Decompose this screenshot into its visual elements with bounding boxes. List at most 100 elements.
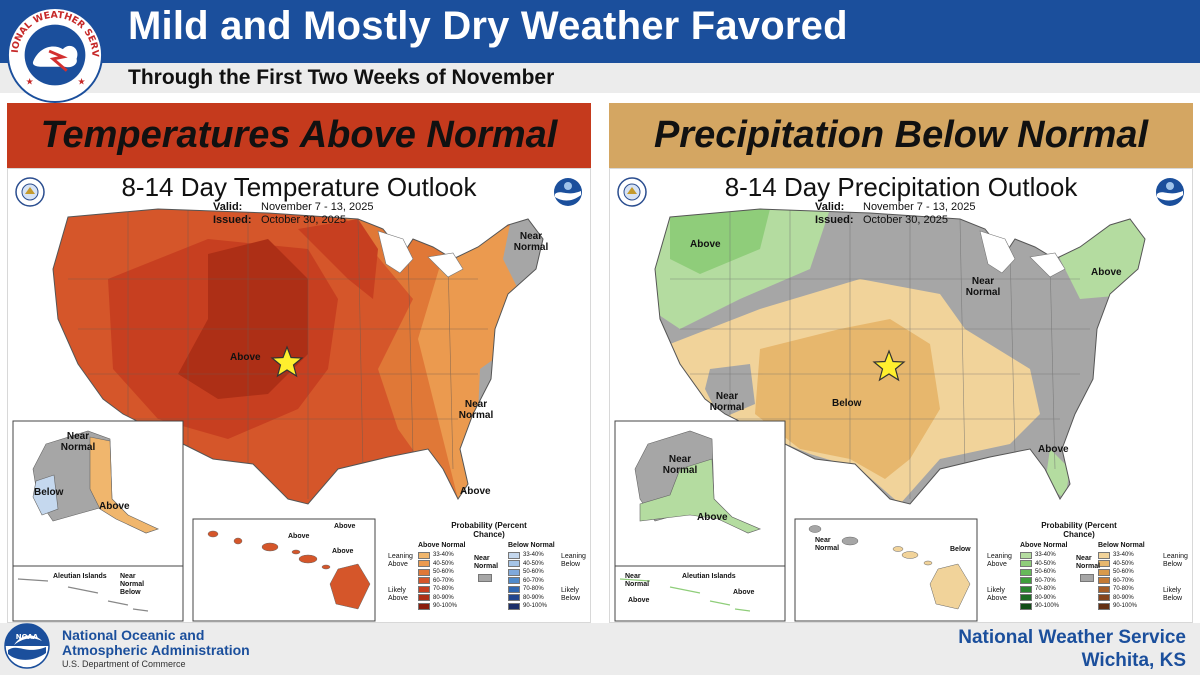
precipitation-map-title: 8-14 Day Precipitation Outlook [724,172,1078,202]
commerce-seal-icon [617,177,647,207]
noaa-icon [1156,178,1184,206]
temperature-legend-below-swatch [508,594,520,602]
temperature-outlook-panel: 8-14 Day Temperature Outlook Valid: Novem… [7,168,591,623]
precipitation-label-hawaii-below: Below [950,546,971,553]
temperature-legend-below-row: 80-90% [508,594,555,603]
precipitation-legend-below-swatch [1098,585,1110,593]
temperature-legend-below: Below Normal 33-40% 40-50% 50-60% 60-70% 70-… [508,542,555,610]
temperature-legend-below-range: 40-50% [523,560,544,567]
temperature-label-near-normal-se: Near Normal [458,399,494,421]
temperature-legend-above-row: 50-60% [418,568,465,577]
precipitation-legend-below-range: 33-40% [1113,552,1134,559]
svg-text:★: ★ [78,76,86,86]
precipitation-legend-above: Above Normal 33-40% 40-50% 50-60% 60-70% 70-… [1020,542,1068,611]
temperature-label-hawaii-above-3: Above [332,548,354,555]
temperature-map-title: 8-14 Day Temperature Outlook [121,172,477,202]
precipitation-label-aleutian-islands: Aleutian Islands [682,573,736,580]
precipitation-banner-text: Precipitation Below Normal [653,114,1149,156]
temperature-legend-near-swatch [478,574,492,582]
temperature-legend-above-swatch [418,551,430,559]
temperature-legend-likely-below: Likely Below [561,587,581,602]
precipitation-valid-dates: Valid: November 7 - 13, 2025 [815,201,976,213]
temperature-outlook-map [12,208,544,622]
temperature-legend-above-swatch [418,602,430,610]
precipitation-legend-above-row: 60-70% [1020,577,1067,586]
temperature-legend-below-range: 50-60% [523,569,544,576]
precipitation-legend-above-row: 80-90% [1020,594,1067,603]
temperature-legend-title: Probability (Percent Chance) [451,521,527,539]
noaa-department: U.S. Department of Commerce [62,659,186,669]
footer-bar [0,623,1200,675]
temperature-legend-above-range: 90-100% [433,603,458,610]
temperature-legend-above-row: 90-100% [418,602,465,611]
temperature-legend-below-swatch [508,602,520,610]
precipitation-outlook-panel: 8-14 Day Precipitation Outlook Valid: Nov… [609,168,1193,623]
temperature-banner: Temperatures Above Normal [7,103,591,168]
precipitation-label-above-florida: Above [1038,444,1069,455]
temperature-legend-below-swatch [508,551,520,559]
temperature-legend-below-row: 40-50% [508,560,555,569]
temperature-legend-below-swatch [508,577,520,585]
temperature-valid-dates: Valid: November 7 - 13, 2025 [213,201,374,213]
precipitation-legend-below-row: 40-50% [1098,560,1145,569]
precipitation-label-alaska-near-normal: Near Normal [662,454,698,476]
temperature-legend-below-range: 80-90% [523,594,544,601]
precipitation-legend-title: Probability (Percent Chance) [1041,521,1117,539]
precipitation-legend-below-range: 80-90% [1113,594,1134,601]
precipitation-legend-below-range: 50-60% [1113,569,1134,576]
temperature-legend-below-range: 70-80% [523,586,544,593]
temperature-legend-above: Above Normal 33-40% 40-50% 50-60% 60-70% 70-… [418,542,466,611]
header-bar [0,0,1200,63]
commerce-seal-icon [15,177,45,207]
precipitation-label-near-normal-ne: Near Normal [965,276,1001,298]
precipitation-legend-below-row: 60-70% [1098,577,1145,586]
temperature-legend-above-row: 60-70% [418,577,465,586]
precipitation-legend-below-row: 50-60% [1098,568,1145,577]
precipitation-label-alaska-above: Above [697,512,728,523]
temperature-legend-below-row: 60-70% [508,577,555,586]
temperature-label-alaska-near-normal: Near Normal [60,431,96,453]
precipitation-legend-below-swatch [1098,577,1110,585]
precipitation-label-aleutian-above-1: Above [628,597,650,604]
precipitation-legend-above-row: 70-80% [1020,585,1067,594]
temperature-legend-below-swatch [508,560,520,568]
temperature-legend-above-range: 50-60% [433,569,454,576]
precipitation-legend-below: Below Normal 33-40% 40-50% 50-60% 60-70% 70-… [1098,542,1145,611]
precipitation-legend-below-range: 40-50% [1113,560,1134,567]
precipitation-legend-below-swatch [1098,568,1110,576]
precipitation-legend-above-range: 33-40% [1035,552,1056,559]
temperature-legend-below-range: 90-100% [523,603,548,610]
temperature-legend-above-row: 70-80% [418,585,465,594]
temperature-legend-above-swatch [418,594,430,602]
temperature-legend-above-row: 33-40% [418,551,465,560]
precipitation-label-aleutian-above-2: Above [733,589,755,596]
precipitation-legend-below-swatch [1098,602,1110,610]
precipitation-legend-above-swatch [1020,560,1032,568]
temperature-issued-date: Issued: October 30, 2025 [213,214,347,226]
precipitation-legend-below-row: 70-80% [1098,585,1145,594]
precipitation-legend-likely-above: Likely Above [987,587,1007,602]
temperature-legend-above-swatch [418,560,430,568]
temperature-legend-likely-above: Likely Above [388,587,408,602]
page-subtitle: Through the First Two Weeks of November [128,66,555,89]
nws-office-name: National Weather Service Wichita, KS [958,627,1186,671]
temperature-label-near-normal-ne: Near Normal [513,231,549,253]
temperature-legend-above-row: 80-90% [418,594,465,603]
precipitation-legend-above-range: 60-70% [1035,577,1056,584]
temperature-legend-leaning-below: Leaning Below [561,553,586,568]
temperature-label-hawaii-above-2: Above [334,523,356,530]
precipitation-legend-above-row: 90-100% [1020,602,1067,611]
temperature-label-alaska-above: Above [99,501,130,512]
temperature-legend-above-swatch [418,585,430,593]
precipitation-legend-above-swatch [1020,594,1032,602]
temperature-label-hawaii-above-1: Above [288,533,310,540]
precipitation-label-aleutian-near-normal: Near Normal [625,573,650,588]
precipitation-banner: Precipitation Below Normal [609,103,1193,168]
temperature-banner-text: Temperatures Above Normal [40,114,558,156]
precipitation-label-below-center: Below [832,398,862,409]
temperature-legend-below-row: 70-80% [508,585,555,594]
precipitation-legend-above-swatch [1020,602,1032,610]
precipitation-legend-above-range: 80-90% [1035,594,1056,601]
svg-text:★: ★ [26,76,34,86]
precipitation-legend-below-row: 90-100% [1098,602,1145,611]
